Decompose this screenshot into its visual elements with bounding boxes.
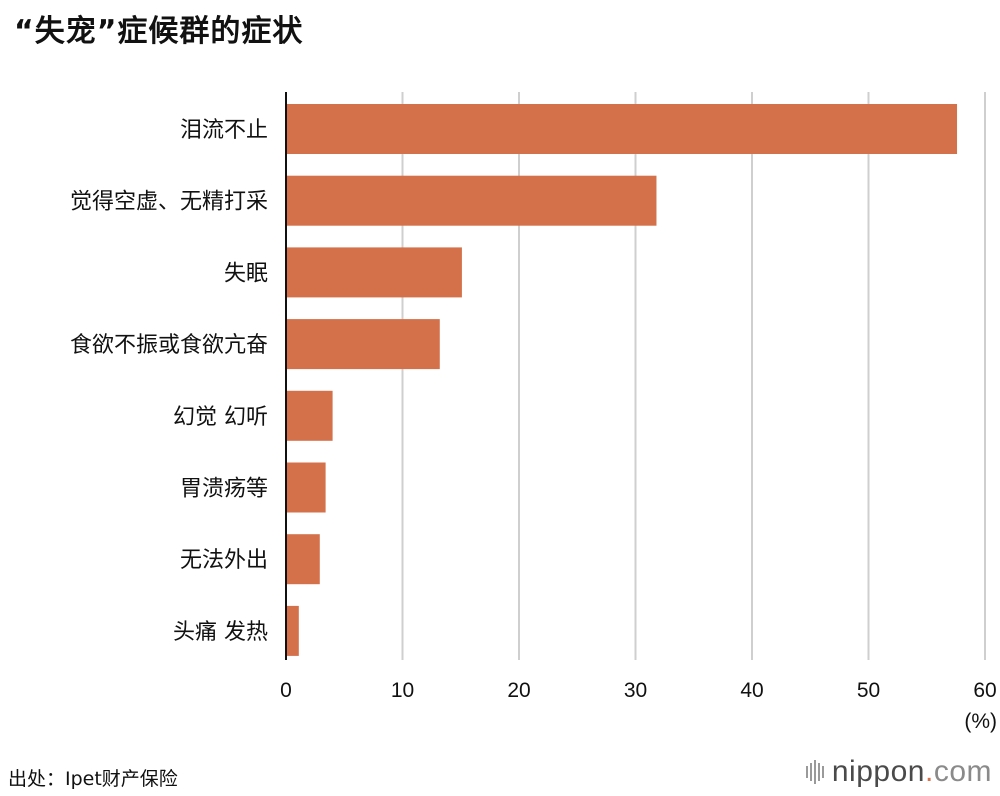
bar bbox=[286, 319, 440, 370]
category-label: 无法外出 bbox=[180, 548, 268, 573]
category-label: 泪流不止 bbox=[180, 118, 268, 143]
bar bbox=[286, 390, 333, 441]
x-tick-label: 20 bbox=[507, 679, 530, 702]
bar bbox=[286, 605, 299, 656]
category-label: 食欲不振或食欲亢奋 bbox=[70, 333, 268, 358]
x-tick-label: 10 bbox=[391, 679, 414, 702]
x-tick-label: 0 bbox=[280, 679, 292, 702]
source-note: 出处：Ipet财产保险 bbox=[8, 768, 178, 790]
nippon-mark-icon bbox=[805, 760, 824, 784]
x-tick-labels: 0 10 20 30 40 50 60 bbox=[280, 679, 997, 702]
category-label: 头痛 发热 bbox=[173, 620, 268, 645]
category-label: 幻觉 幻听 bbox=[173, 405, 268, 430]
bar bbox=[286, 462, 326, 513]
chart-title: “失宠”症候群的症状 bbox=[14, 14, 304, 49]
bar bbox=[286, 175, 657, 226]
brand-wordmark: nippon.com bbox=[831, 755, 992, 788]
x-tick-label: 60 bbox=[973, 679, 996, 702]
bars bbox=[286, 104, 958, 656]
nippon-logo: nippon.com bbox=[805, 755, 992, 789]
category-label: 失眠 bbox=[224, 261, 268, 286]
x-tick-label: 30 bbox=[624, 679, 647, 702]
bar bbox=[286, 104, 958, 154]
category-label: 胃溃疡等 bbox=[180, 477, 268, 502]
x-tick-label: 40 bbox=[740, 679, 763, 702]
category-label: 觉得空虚、无精打采 bbox=[70, 190, 268, 215]
bar bbox=[286, 534, 320, 585]
x-tick-label: 50 bbox=[857, 679, 880, 702]
bar bbox=[286, 247, 462, 298]
x-unit-label: (%) bbox=[964, 710, 997, 733]
